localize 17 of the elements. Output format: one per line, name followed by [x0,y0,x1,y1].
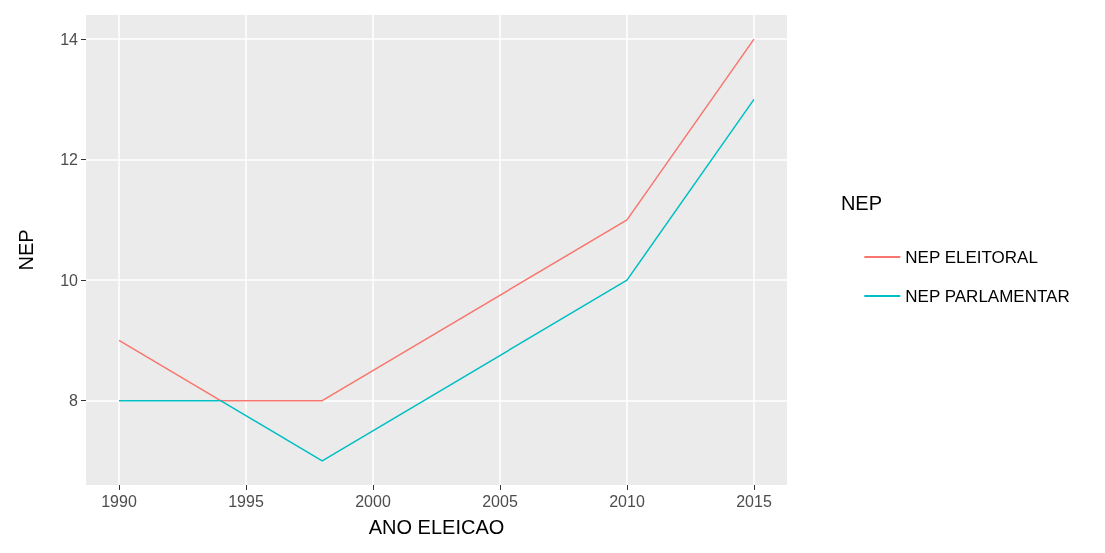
x-tick-label: 2000 [355,492,391,510]
y-axis-title: NEP [15,229,37,271]
x-tick-label: 1990 [101,492,137,510]
x-tick-label: 2005 [482,492,518,510]
line-series [118,98,755,462]
x-tick-label: 2010 [609,492,645,510]
x-axis-title: ANO ELEICAO [368,516,505,538]
line-series [118,38,755,402]
y-tick-label: 12 [60,151,79,169]
y-tick-label: 10 [60,271,79,289]
legend-label: NEP PARLAMENTAR [905,286,1070,306]
legend-title: NEP [840,192,882,214]
y-tick-label: 14 [60,30,79,48]
legend-label: NEP ELEITORAL [905,247,1038,267]
x-tick-label: 2015 [736,492,772,510]
x-tick-label: 1995 [228,492,264,510]
y-tick-label: 8 [69,392,79,410]
